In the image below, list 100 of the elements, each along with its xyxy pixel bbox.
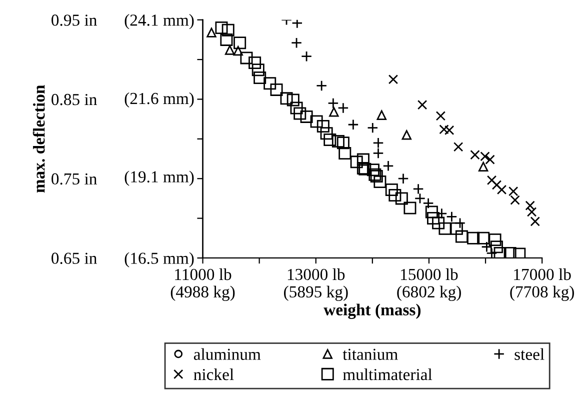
- point: [438, 222, 452, 235]
- legend-label: nickel: [194, 368, 234, 380]
- x2-tick-label: (4988 kg): [170, 286, 235, 301]
- y2-tick-label: (24.1 mm): [124, 14, 194, 30]
- legend-label: multimaterial: [342, 368, 432, 380]
- point: [450, 222, 463, 235]
- point: [338, 102, 349, 114]
- y2-tick-label: (19.1 mm): [124, 170, 194, 186]
- point: [252, 64, 264, 76]
- point: [320, 127, 333, 140]
- point: [350, 156, 363, 168]
- point: [417, 100, 428, 110]
- point: [510, 195, 520, 205]
- x-tick-label: 13000 lb: [288, 268, 345, 280]
- point: [530, 216, 540, 226]
- point: [467, 232, 480, 244]
- point: [290, 37, 302, 48]
- point: [455, 230, 468, 243]
- point: [504, 246, 516, 258]
- point: [477, 232, 490, 244]
- y-tick-label: 0.95 in: [52, 14, 97, 26]
- point: [388, 189, 402, 202]
- point: [240, 52, 253, 64]
- point: [220, 33, 233, 46]
- y-tick-label: 0.75 in: [52, 173, 97, 185]
- point: [427, 212, 440, 225]
- point: [215, 22, 228, 34]
- point: [264, 77, 276, 90]
- point: [332, 135, 344, 148]
- point: [485, 154, 495, 164]
- point: [356, 153, 370, 166]
- point: [300, 50, 312, 62]
- point: [376, 110, 386, 120]
- point: [290, 102, 303, 114]
- point: [525, 200, 535, 210]
- point: [508, 186, 518, 196]
- point: [367, 122, 378, 134]
- point: [402, 130, 412, 140]
- point: [388, 74, 398, 84]
- x-axis-title: weight (mass): [324, 304, 421, 319]
- point: [432, 216, 445, 230]
- point: [254, 72, 266, 84]
- point: [248, 56, 262, 69]
- legend-label: steel: [514, 348, 544, 360]
- point: [348, 119, 359, 130]
- point: [395, 192, 408, 205]
- point: [324, 133, 336, 146]
- point: [425, 206, 438, 218]
- point: [481, 241, 492, 252]
- x-tick-label: 15000 lb: [401, 268, 458, 280]
- point: [404, 202, 416, 214]
- point: [316, 80, 328, 92]
- point: [372, 148, 384, 159]
- point: [478, 162, 488, 172]
- x-tick-label: 17000 lb: [514, 268, 571, 280]
- point: [286, 94, 300, 106]
- point: [328, 98, 339, 109]
- point: [385, 183, 398, 196]
- x-tick-label: 11000 lb: [175, 268, 232, 280]
- point: [436, 111, 446, 121]
- point: [366, 164, 380, 176]
- legend-label: aluminum: [194, 348, 261, 360]
- point: [206, 28, 216, 38]
- point: [329, 107, 339, 117]
- y-tick-label: 0.65 in: [52, 252, 97, 264]
- point: [446, 211, 458, 222]
- point: [294, 107, 306, 120]
- y2-tick-label: (21.6 mm): [124, 92, 194, 108]
- y2-tick-label: (16.5 mm): [124, 252, 194, 268]
- x2-tick-label: (6802 kg): [397, 286, 461, 301]
- point: [233, 46, 243, 56]
- point: [414, 192, 426, 204]
- x2-tick-label: (7708 kg): [510, 286, 574, 301]
- point: [310, 115, 323, 128]
- point: [490, 240, 503, 254]
- point: [496, 184, 507, 195]
- point: [422, 198, 434, 209]
- point: [513, 248, 526, 258]
- point: [492, 180, 502, 190]
- point: [526, 207, 537, 217]
- point: [280, 92, 293, 105]
- point: [222, 24, 234, 36]
- point: [412, 183, 424, 194]
- point: [372, 137, 384, 148]
- legend-label: titanium: [342, 348, 398, 360]
- point: [486, 248, 498, 258]
- point: [486, 175, 497, 186]
- point: [382, 160, 394, 172]
- point: [453, 142, 464, 152]
- point: [374, 176, 386, 188]
- x2-tick-label: (5895 kg): [284, 286, 348, 301]
- point: [494, 246, 506, 258]
- point: [234, 36, 246, 50]
- point: [270, 83, 283, 96]
- point: [488, 233, 502, 246]
- point: [224, 45, 235, 55]
- point: [336, 136, 350, 150]
- y-tick-label: 0.85 in: [52, 94, 97, 106]
- point: [338, 146, 352, 160]
- point: [316, 120, 330, 132]
